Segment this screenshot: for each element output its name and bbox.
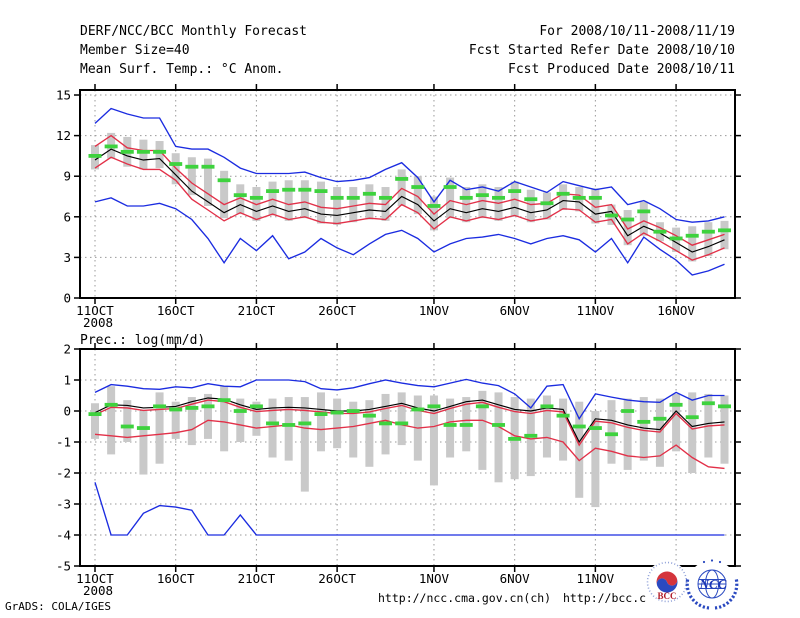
ncc-url: http://ncc.cma.gov.cn(ch) — [378, 591, 552, 605]
svg-text:16OCT: 16OCT — [157, 571, 195, 586]
svg-text:16OCT: 16OCT — [157, 303, 195, 318]
svg-text:-2: -2 — [56, 466, 71, 481]
precipitation-panel-title: Prec.: log(mm/d) — [80, 333, 206, 348]
svg-text:1NOV: 1NOV — [419, 303, 450, 318]
svg-text:-3: -3 — [56, 497, 71, 512]
ncc-logo-text: NCC — [699, 577, 727, 592]
grads-credit: GrADS: COLA/IGES — [5, 600, 111, 613]
svg-text:-5: -5 — [56, 559, 71, 574]
svg-text:16NOV: 16NOV — [657, 303, 695, 318]
svg-text:9: 9 — [63, 169, 71, 184]
svg-text:21OCT: 21OCT — [238, 571, 276, 586]
svg-text:0: 0 — [63, 291, 71, 306]
svg-text:6: 6 — [63, 209, 71, 224]
svg-text:2008: 2008 — [83, 315, 113, 330]
bcc-swirl-red — [656, 571, 678, 586]
ncc-wreath-right — [714, 577, 739, 610]
svg-text:12: 12 — [56, 128, 71, 143]
svg-text:11OCT: 11OCT — [76, 571, 114, 586]
svg-text:3: 3 — [63, 250, 71, 265]
refer-date-label: Fcst Started Refer Date 2008/10/10 — [468, 43, 735, 58]
ncc-logo: NCC — [685, 559, 739, 610]
agency-logos: BCC NCC — [646, 559, 739, 610]
temperature-panel-title: Mean Surf. Temp.: °C Anom. — [80, 62, 284, 77]
svg-text:11OCT: 11OCT — [76, 303, 114, 318]
plot-title: DERF/NCC/BCC Monthly Forecast — [80, 24, 307, 39]
svg-text:15: 15 — [56, 88, 71, 103]
ncc-wreath-left — [685, 577, 710, 610]
member-size-label: Member Size=40 — [80, 43, 190, 58]
svg-text:2008: 2008 — [83, 583, 113, 598]
svg-text:6NOV: 6NOV — [500, 571, 531, 586]
svg-text:2: 2 — [63, 342, 71, 357]
bcc-logo: BCC — [646, 561, 688, 603]
bcc-url: http://bcc.c — [563, 591, 647, 605]
bcc-swirl-blue — [656, 578, 678, 593]
svg-text:1NOV: 1NOV — [419, 571, 450, 586]
svg-text:11NOV: 11NOV — [577, 303, 615, 318]
svg-text:26OCT: 26OCT — [318, 571, 356, 586]
svg-text:6NOV: 6NOV — [500, 303, 531, 318]
bcc-logo-text: BCC — [657, 591, 676, 601]
valid-period-label: For 2008/10/11-2008/11/19 — [539, 24, 735, 39]
svg-text:26OCT: 26OCT — [318, 303, 356, 318]
svg-text:21OCT: 21OCT — [238, 303, 276, 318]
svg-text:-1: -1 — [56, 435, 71, 450]
svg-text:11NOV: 11NOV — [577, 571, 615, 586]
produced-date-label: Fcst Produced Date 2008/10/11 — [508, 62, 735, 77]
svg-text:1: 1 — [63, 373, 71, 388]
svg-text:-4: -4 — [56, 528, 71, 543]
svg-text:0: 0 — [63, 404, 71, 419]
ncc-globe — [697, 569, 727, 599]
